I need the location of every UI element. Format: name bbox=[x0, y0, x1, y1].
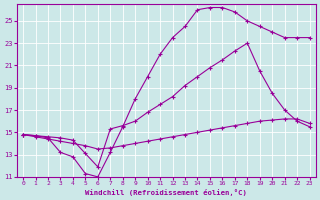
X-axis label: Windchill (Refroidissement éolien,°C): Windchill (Refroidissement éolien,°C) bbox=[85, 189, 247, 196]
